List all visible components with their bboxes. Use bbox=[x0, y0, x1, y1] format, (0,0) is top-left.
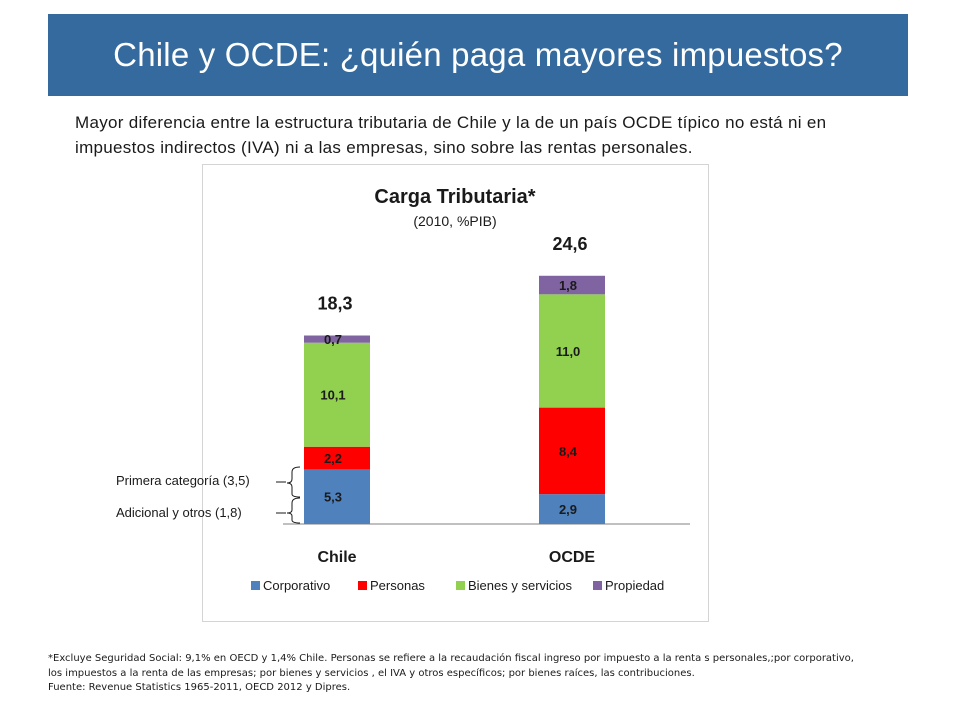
chart-title: Carga Tributaria* bbox=[374, 186, 535, 208]
bars-layer: 5,3 2,2 10,1 0,7 18,3 Chile 2,9 8,4 11,0 1,8 24,6 O… bbox=[304, 234, 605, 566]
data-label-chile-corporativo: 5,3 bbox=[324, 490, 342, 505]
title-bar: Chile y OCDE: ¿quién paga mayores impues… bbox=[48, 14, 908, 96]
data-label-ocde-bienes-y-servicios: 11,0 bbox=[556, 344, 581, 359]
bar-ocde-bienes-y-servicios bbox=[539, 294, 605, 408]
bracket-adicional-otros bbox=[286, 497, 301, 524]
data-label-ocde-corporativo: 2,9 bbox=[559, 502, 577, 517]
legend-swatch-personas bbox=[358, 581, 367, 590]
annotation-layer: Primera categoría (3,5) Adicional y otro… bbox=[116, 466, 301, 524]
tax-burden-chart: Carga Tributaria* (2010, %PIB) 5,3 2,2 10,… bbox=[251, 186, 690, 593]
legend-label-personas: Personas bbox=[370, 578, 425, 593]
category-label-ocde: OCDE bbox=[549, 549, 596, 566]
data-label-ocde-propiedad: 1,8 bbox=[559, 278, 577, 293]
footnote: *Excluye Seguridad Social: 9,1% en OECD … bbox=[48, 652, 928, 696]
bar-chile-propiedad bbox=[304, 335, 370, 343]
chart-frame: Carga Tributaria* (2010, %PIB) 5,3 2,2 10,… bbox=[202, 164, 709, 622]
page-title: Chile y OCDE: ¿quién paga mayores impues… bbox=[113, 36, 843, 73]
legend-label-propiedad: Propiedad bbox=[605, 578, 664, 593]
bar-ocde-propiedad bbox=[539, 275, 605, 295]
legend-swatch-propiedad bbox=[593, 581, 602, 590]
bar-ocde-personas bbox=[539, 407, 605, 495]
total-label-ocde: 24,6 bbox=[552, 234, 587, 254]
annotation-primera-categoria: Primera categoría (3,5) bbox=[116, 473, 250, 488]
bar-chile-bienes-y-servicios bbox=[304, 342, 370, 447]
legend-label-bienes-y-servicios: Bienes y servicios bbox=[468, 578, 573, 593]
total-label-chile: 18,3 bbox=[317, 294, 352, 314]
legend-swatch-corporativo bbox=[251, 581, 260, 590]
footnote-line-1: *Excluye Seguridad Social: 9,1% en OECD … bbox=[48, 653, 854, 664]
data-label-ocde-personas: 8,4 bbox=[559, 444, 578, 459]
legend-label-corporativo: Corporativo bbox=[263, 578, 330, 593]
bar-ocde-corporativo bbox=[539, 494, 605, 524]
annotation-adicional-otros: Adicional y otros (1,8) bbox=[116, 505, 242, 520]
legend-swatch-bienes-y-servicios bbox=[456, 581, 465, 590]
chart-legend: Corporativo Personas Bienes y servicios Pro… bbox=[251, 578, 664, 593]
footnote-line-2: los impuestos a la renta de las empresas… bbox=[48, 667, 695, 679]
intro-text: Mayor diferencia entre la estructura tri… bbox=[75, 113, 827, 157]
data-label-chile-bienes-y-servicios: 10,1 bbox=[320, 388, 345, 403]
footnote-line-3: Fuente: Revenue Statistics 1965-2011, OE… bbox=[48, 682, 351, 693]
category-label-chile: Chile bbox=[317, 549, 356, 566]
bar-chile-corporativo bbox=[304, 469, 370, 524]
bracket-primera-categoria bbox=[286, 466, 301, 498]
data-label-chile-personas: 2,2 bbox=[324, 451, 342, 466]
bar-chile-personas bbox=[304, 446, 370, 470]
data-label-chile-propiedad: 0,7 bbox=[324, 332, 342, 347]
chart-subtitle: (2010, %PIB) bbox=[413, 213, 496, 229]
